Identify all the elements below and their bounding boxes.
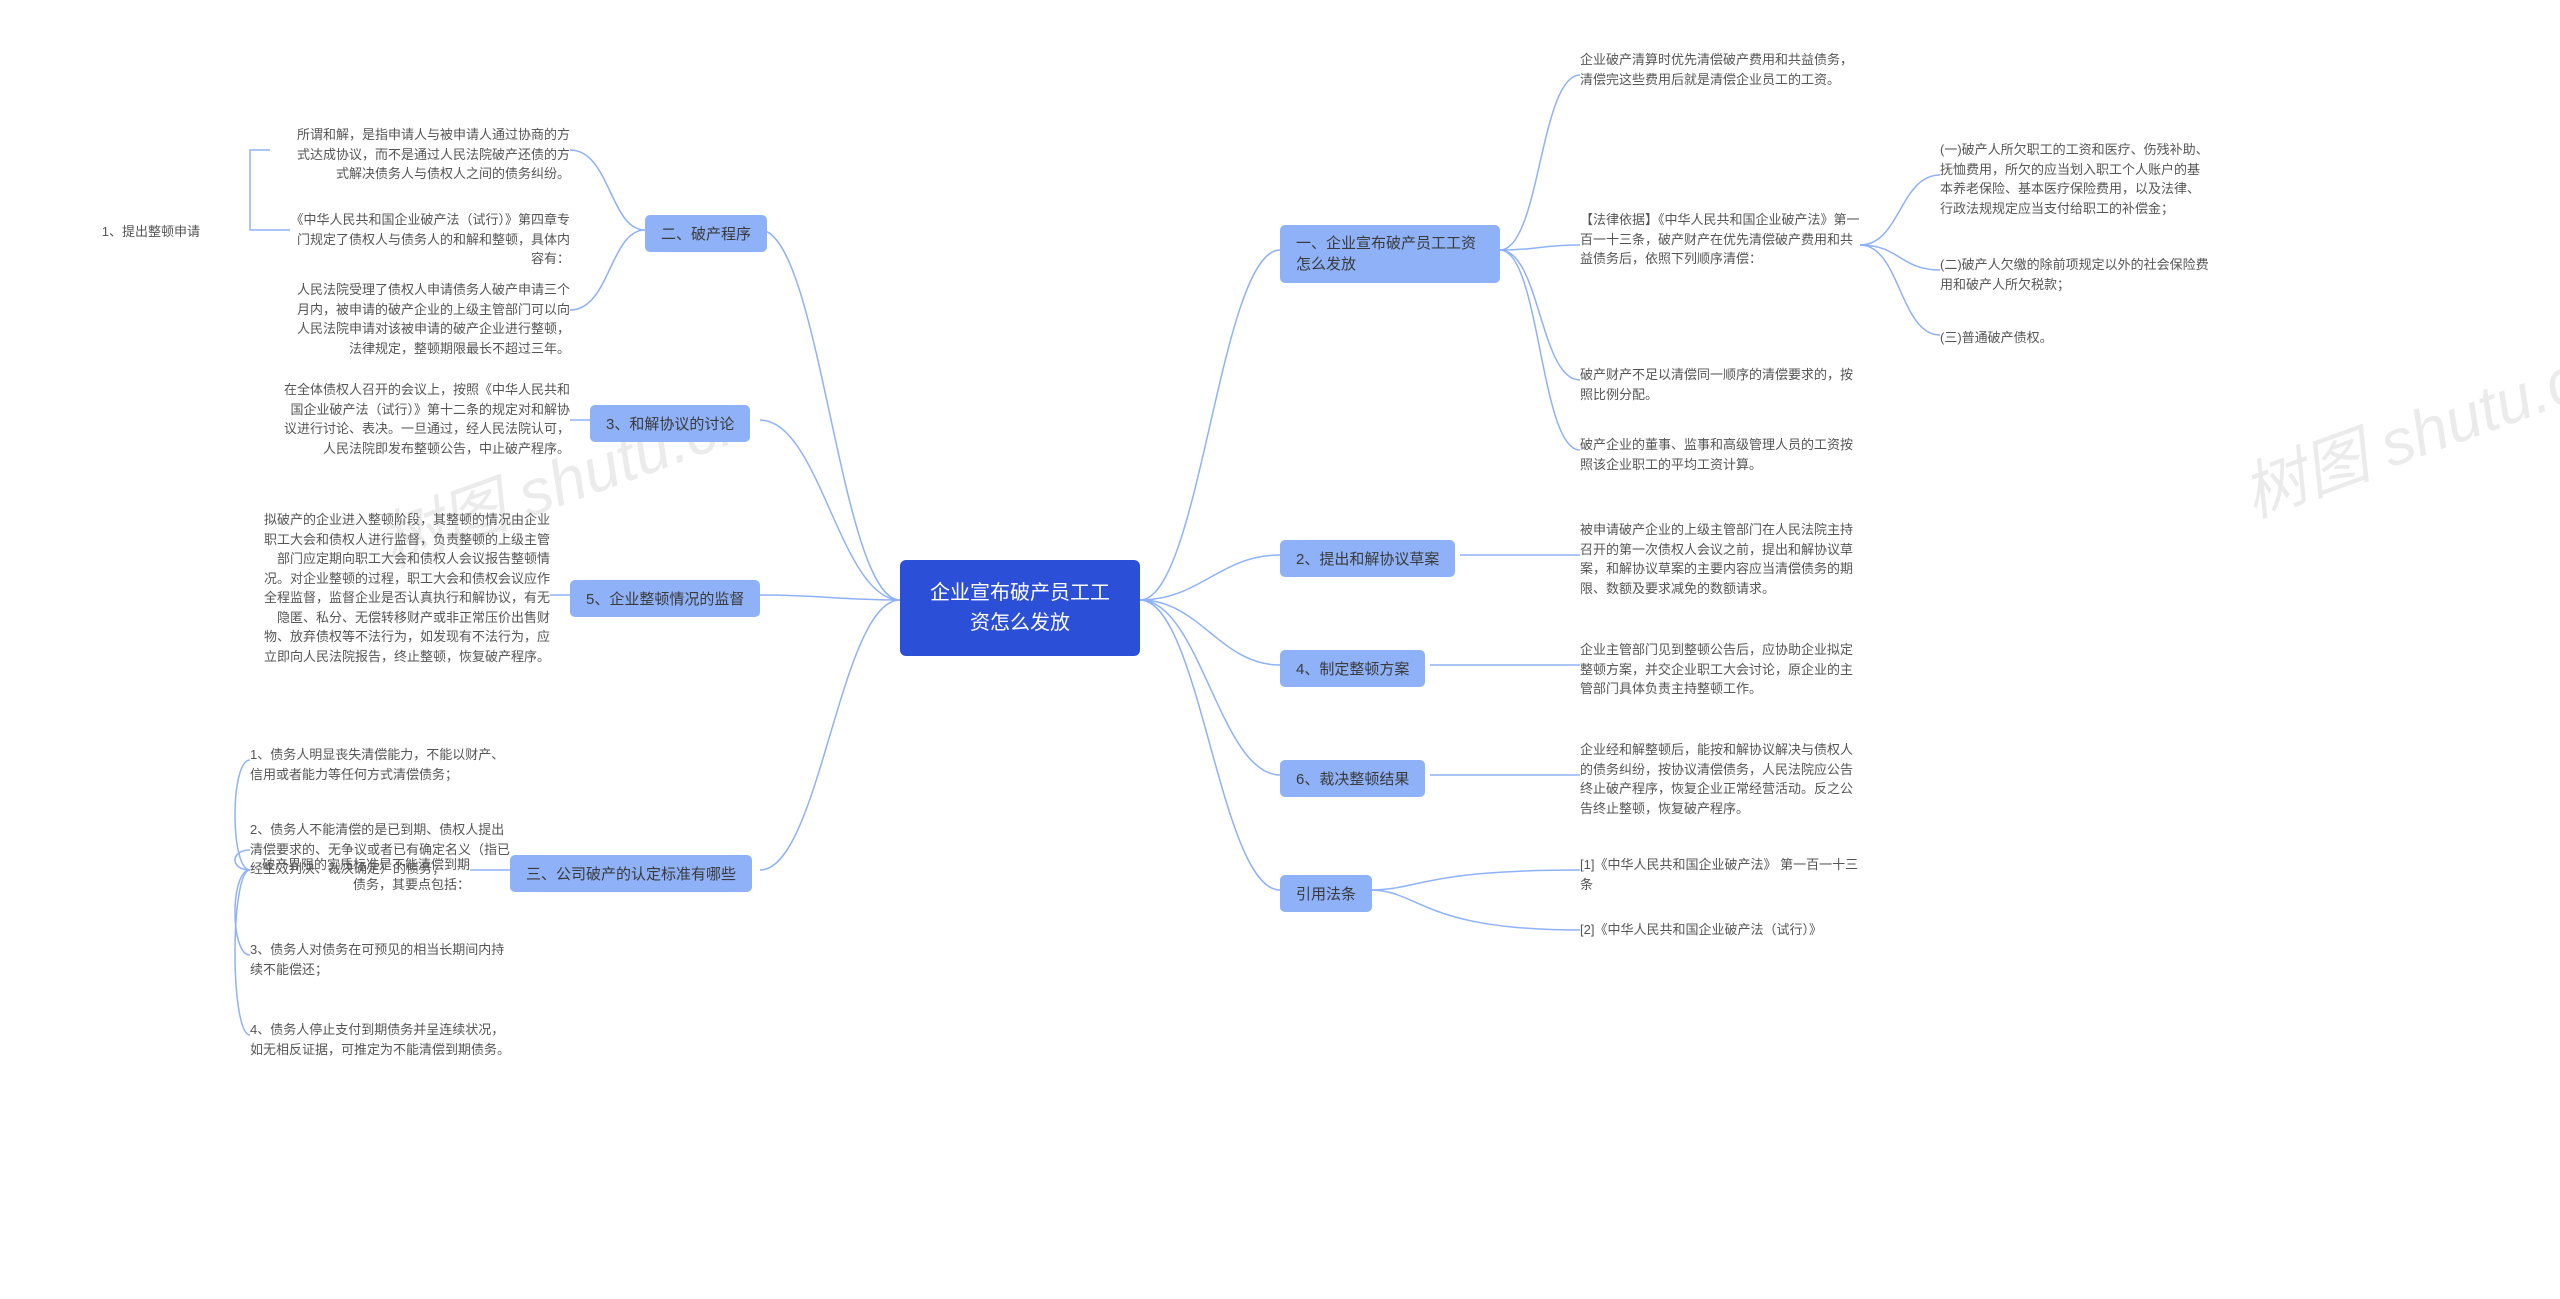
leaf-r1a: 企业破产清算时优先清偿破产费用和共益债务，清偿完这些费用后就是清偿企业员工的工资…: [1580, 50, 1860, 89]
leaf-l4c1: 1、债务人明显丧失清偿能力，不能以财产、信用或者能力等任何方式清偿债务；: [250, 745, 510, 784]
node-r4[interactable]: 6、裁决整顿结果: [1280, 760, 1425, 797]
node-r3[interactable]: 4、制定整顿方案: [1280, 650, 1425, 687]
leaf-l1c2: 人民法院受理了债权人申请债务人破产申请三个月内，被申请的破产企业的上级主管部门可…: [290, 280, 570, 358]
node-l2[interactable]: 3、和解协议的讨论: [590, 405, 750, 442]
node-r5[interactable]: 引用法条: [1280, 875, 1372, 912]
node-l4[interactable]: 三、公司破产的认定标准有哪些: [510, 855, 752, 892]
node-l3[interactable]: 5、企业整顿情况的监督: [570, 580, 760, 617]
leaf-r2: 被申请破产企业的上级主管部门在人民法院主持召开的第一次债权人会议之前，提出和解协…: [1580, 520, 1860, 598]
leaf-r1d: 破产企业的董事、监事和高级管理人员的工资按照该企业职工的平均工资计算。: [1580, 435, 1860, 474]
leaf-l1p1-v: 1、提出整顿申请: [70, 222, 200, 242]
leaf-l4c4: 4、债务人停止支付到期债务并呈连续状况，如无相反证据，可推定为不能清偿到期债务。: [250, 1020, 510, 1059]
root-node[interactable]: 企业宣布破产员工工资怎么发放: [900, 560, 1140, 656]
leaf-l4c3: 3、债务人对债务在可预见的相当长期间内持续不能偿还；: [250, 940, 510, 979]
leaf-r1b-s1: (一)破产人所欠职工的工资和医疗、伤残补助、抚恤费用，所欠的应当划入职工个人账户…: [1940, 140, 2210, 218]
leaf-l2: 在全体债权人召开的会议上，按照《中华人民共和国企业破产法（试行）》第十二条的规定…: [280, 380, 570, 458]
leaf-r1b-s2: (二)破产人欠缴的除前项规定以外的社会保险费用和破产人所欠税款；: [1940, 255, 2210, 294]
leaf-r5c2: [2]《中华人民共和国企业破产法（试行）》: [1580, 920, 1860, 940]
leaf-l4c2: 2、债务人不能清偿的是已到期、债权人提出清偿要求的、无争议或者已有确定名义（指已…: [250, 820, 510, 879]
leaf-r1b: 【法律依据】《中华人民共和国企业破产法》第一百一十三条，破产财产在优先清偿破产费…: [1580, 210, 1860, 269]
node-r1[interactable]: 一、企业宣布破产员工工资怎么发放: [1280, 225, 1500, 283]
leaf-l1c1: 所谓和解，是指申请人与被申请人通过协商的方式达成协议，而不是通过人民法院破产还债…: [290, 125, 570, 184]
leaf-l3: 拟破产的企业进入整顿阶段，其整顿的情况由企业职工大会和债权人进行监督，负责整顿的…: [260, 510, 550, 666]
leaf-r1c: 破产财产不足以清偿同一顺序的清偿要求的，按照比例分配。: [1580, 365, 1860, 404]
leaf-r4: 企业经和解整顿后，能按和解协议解决与债权人的债务纠纷，按协议清偿债务，人民法院应…: [1580, 740, 1860, 818]
leaf-r5c1: [1]《中华人民共和国企业破产法》 第一百一十三条: [1580, 855, 1860, 894]
leaf-l1p2: 《中华人民共和国企业破产法（试行）》第四章专门规定了债权人与债务人的和解和整顿，…: [290, 210, 570, 269]
watermark: 树图 shutu.cn: [2228, 316, 2560, 535]
node-r2[interactable]: 2、提出和解协议草案: [1280, 540, 1455, 577]
leaf-r1b-s3: (三)普通破产债权。: [1940, 328, 2210, 348]
leaf-r3: 企业主管部门见到整顿公告后，应协助企业拟定整顿方案，并交企业职工大会讨论，原企业…: [1580, 640, 1860, 699]
node-l1[interactable]: 二、破产程序: [645, 215, 767, 252]
